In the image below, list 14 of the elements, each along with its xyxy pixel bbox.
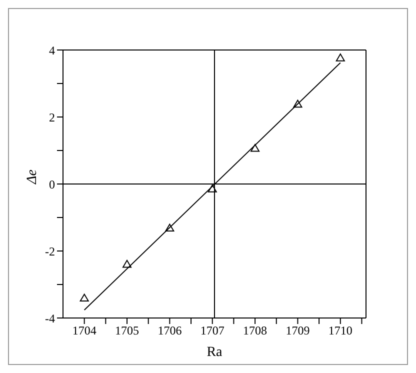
x-tick-label: 1709 (286, 324, 310, 338)
x-tick-label: 1710 (328, 324, 352, 338)
x-tick-label: 1706 (158, 324, 182, 338)
x-tick-label: 1708 (243, 324, 268, 338)
x-tick-label: 1707 (200, 324, 224, 338)
x-tick-label: 1704 (72, 324, 96, 338)
y-tick-label: 4 (49, 43, 55, 58)
x-tick-label: 1705 (115, 324, 140, 338)
x-axis-title: Ra (206, 345, 224, 360)
y-tick-label: -2 (45, 244, 55, 258)
y-axis-title: Δe (24, 170, 40, 185)
y-tick-label: 2 (49, 110, 55, 124)
y-tick-label: -4 (45, 311, 55, 326)
y-tick-label: 0 (49, 177, 55, 192)
